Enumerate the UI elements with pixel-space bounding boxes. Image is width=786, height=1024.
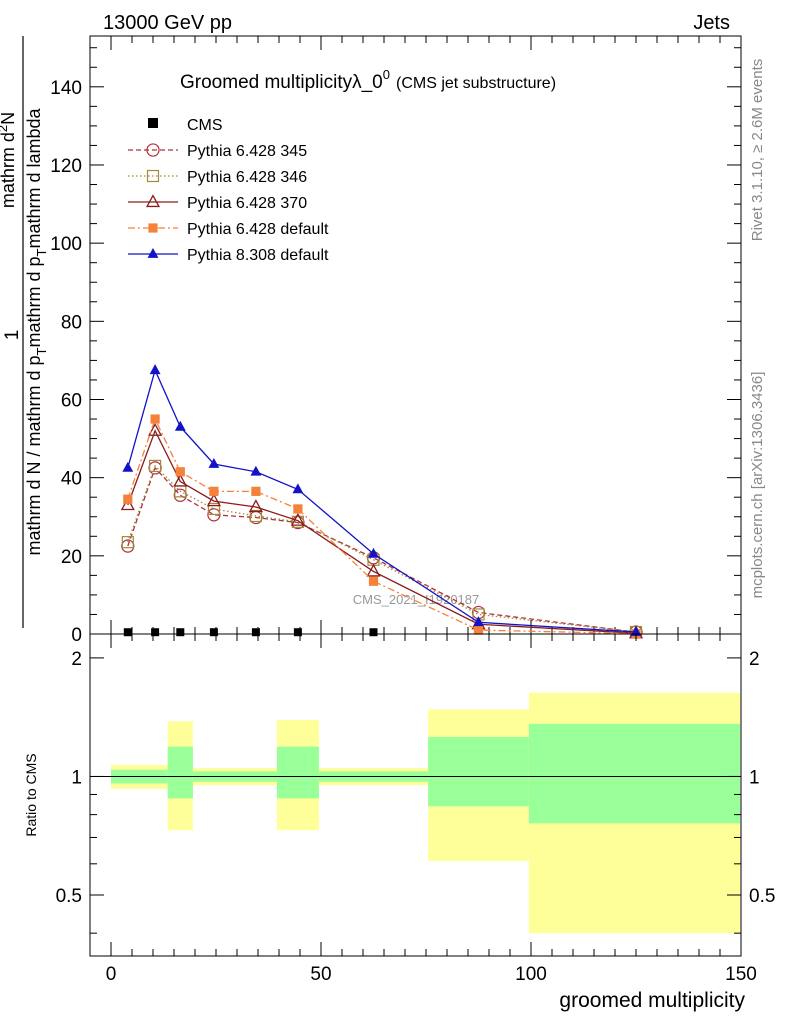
legend-label: CMS: [187, 117, 223, 134]
series-line-p345: [127, 466, 637, 633]
x-tick-label: 100: [515, 964, 547, 985]
cms-data-point: [209, 628, 218, 637]
main-y-tick-label: 40: [61, 469, 82, 490]
series-point-p6def: [473, 625, 484, 635]
series-point-p370: [206, 493, 221, 507]
main-panel: 0 20 40 60 80 100 120 140 CMS_2021_I1920187 Gro…: [50, 35, 742, 646]
ratio-bands: [111, 692, 740, 934]
legend-label: Pythia 6.428 370: [187, 195, 307, 212]
plot-title-main: Groomed multiplicityλ_0: [180, 72, 383, 93]
mcplots-label: mcplots.cern.ch [arXiv:1306.3436]: [749, 372, 766, 599]
series-line-p346: [127, 464, 637, 633]
series-point-p6def: [293, 504, 303, 514]
main-y-axis: 0 20 40 60 80 100 120 140: [50, 47, 741, 646]
ratio-y-tick-label-right: 1: [749, 767, 760, 788]
series-point-p6def: [150, 414, 160, 424]
cms-data-point: [369, 628, 378, 637]
ratio-panel: 0.5 0.5 1 1 2 2 0 50 100 150 Ratio to CMS: [23, 633, 775, 985]
ylabel-one: 1: [2, 330, 23, 341]
series-point-p370: [290, 512, 305, 526]
ratio-y-tick-label-right: 2: [749, 649, 760, 670]
series-point-p6def: [368, 576, 379, 586]
series-point-p370: [120, 497, 135, 511]
cms-data-point: [251, 628, 260, 637]
series-point-p370: [173, 473, 188, 487]
legend-label: Pythia 8.308 default: [187, 247, 329, 264]
series-point-p6def: [175, 467, 185, 477]
series-point-p370: [366, 563, 381, 577]
main-x-ticks: [110, 36, 742, 634]
series-point-p6def: [251, 486, 261, 496]
series-point-p370: [148, 422, 163, 436]
ratio-frame: [89, 633, 742, 957]
main-y-tick-label: 60: [61, 390, 82, 411]
cms-data-point: [176, 628, 185, 637]
rivet-label: Rivet 3.1.10, ≥ 2.6M events: [749, 59, 766, 242]
ratio-x-axis: 0 50 100 150: [106, 634, 757, 985]
plot-title-sub: (CMS jet substructure): [396, 75, 556, 92]
ratio-band-inner: [528, 723, 740, 824]
main-y-tick-label: 100: [50, 234, 82, 255]
series-point-p8def: [208, 457, 220, 468]
main-y-tick-label: 20: [61, 547, 82, 568]
header-energy: 13000 GeV pp: [103, 12, 232, 34]
x-tick-label: 50: [310, 964, 331, 985]
legend-marker-p8def: [147, 247, 159, 258]
ratio-y-axis: 0.5 0.5 1 1 2 2: [56, 649, 775, 934]
ratio-band-inner: [167, 746, 193, 799]
series-point-p8def: [368, 547, 379, 558]
series-point-p8def: [292, 483, 304, 494]
series-point-p6def: [209, 486, 219, 496]
ratio-y-tick-label: 2: [71, 649, 82, 670]
ratio-band-inner: [276, 746, 319, 799]
legend-marker-cms: [148, 118, 158, 128]
series-point-p8def: [250, 465, 262, 476]
main-y-tick-label: 140: [50, 78, 82, 99]
plot-title-sup: 0: [383, 67, 390, 82]
main-y-label: 1 mathrm d N / mathrm d pTmathrm d pTmat…: [0, 36, 49, 628]
series-point-p346: [121, 536, 134, 549]
header-process: Jets: [693, 12, 730, 34]
ratio-y-tick-label: 0.5: [56, 886, 82, 907]
ratio-y-tick-label: 1: [71, 767, 82, 788]
x-tick-label: 150: [725, 964, 757, 985]
main-y-tick-label: 80: [61, 312, 82, 333]
legend-marker-p370: [145, 194, 161, 208]
series-line-p6def: [127, 417, 637, 635]
series-point-p346: [149, 459, 162, 473]
series-point-p8def: [473, 616, 484, 627]
ylabel-denominator: mathrm d N / mathrm d pTmathrm d pTmathr…: [24, 107, 49, 555]
legend-label: Pythia 6.428 default: [187, 221, 329, 238]
ratio-band-inner: [428, 736, 529, 807]
legend-label: Pythia 6.428 346: [187, 169, 307, 186]
series-point-p346: [291, 515, 304, 528]
cms-data-point: [123, 628, 132, 637]
ylabel-numerator: mathrm d2N: [0, 112, 18, 208]
x-axis-label: groomed multiplicity: [559, 989, 745, 1012]
analysis-watermark: CMS_2021_I1920187: [353, 592, 480, 607]
x-tick-label: 0: [106, 964, 117, 985]
main-y-tick-label: 0: [71, 625, 82, 646]
cms-data-point: [293, 628, 302, 637]
legend-label: Pythia 6.428 345: [187, 143, 307, 160]
series-point-p346: [249, 509, 262, 523]
series-point-p346: [207, 502, 220, 516]
series-point-p6def: [123, 494, 133, 504]
legend-marker-p6def: [148, 223, 158, 233]
cms-data-point: [151, 628, 160, 637]
main-y-tick-label: 120: [50, 156, 82, 177]
series-line-p370: [127, 429, 637, 634]
legend-marker-p345: [146, 143, 160, 157]
series-point-p8def: [174, 420, 186, 431]
ratio-axis-label: Ratio to CMS: [23, 753, 39, 836]
legend-marker-p346: [146, 169, 160, 183]
legend: CMS Pythia 6.428 345 Pythia 6.428 346 Pythi…: [128, 117, 329, 264]
series-point-p8def: [149, 364, 161, 375]
series-point-p8def: [122, 461, 134, 472]
plot-title: Groomed multiplicityλ_00 (CMS jet substru…: [180, 67, 556, 93]
ratio-y-tick-label-right: 0.5: [749, 886, 775, 907]
series-point-p370: [248, 499, 263, 513]
